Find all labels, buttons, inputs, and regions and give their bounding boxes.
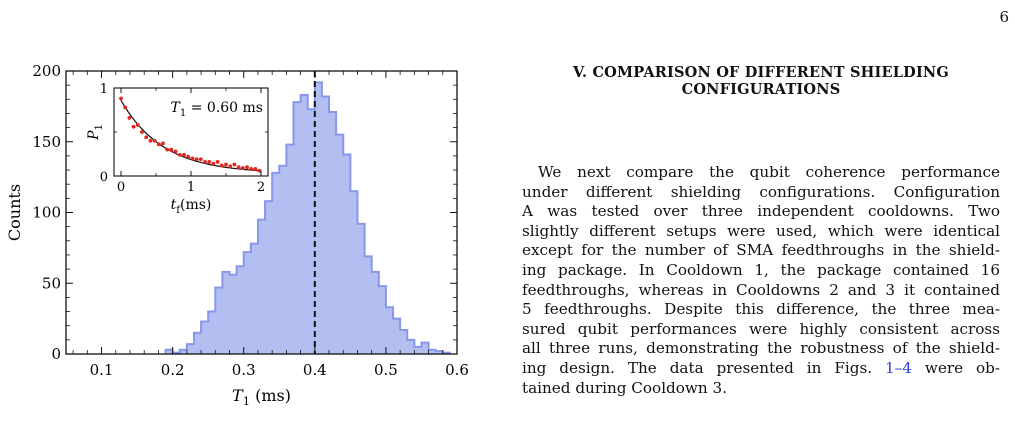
data-point	[161, 141, 165, 146]
data-point	[219, 163, 224, 168]
data-point	[148, 138, 153, 143]
text-line: all three runs, demonstrating the robust…	[522, 339, 1000, 358]
x-tick-label: 0.4	[303, 361, 327, 379]
data-point	[232, 162, 237, 167]
inset-y-tick-label: 0	[100, 170, 108, 185]
y-tick-label: 100	[32, 204, 61, 222]
text-line: ing design. The data presented in Figs. …	[522, 359, 1000, 379]
data-point	[245, 165, 249, 170]
data-point	[203, 160, 207, 164]
inset-x-tick-label: 1	[187, 180, 195, 195]
text-line: 5 feedthroughs. Despite this difference,…	[522, 300, 1000, 319]
text-line: A was tested over three independent cool…	[522, 202, 1000, 221]
y-tick-label: 50	[42, 274, 61, 292]
data-point	[135, 123, 140, 127]
x-tick-label: 0.1	[90, 361, 114, 379]
body-paragraph: We next compare the qubit coherence perf…	[522, 163, 1000, 398]
data-point	[152, 138, 157, 143]
text-line: We next compare the qubit coherence perf…	[538, 163, 1000, 181]
inset-x-tick-label: 0	[117, 180, 125, 195]
data-point	[127, 116, 132, 120]
data-point	[177, 152, 182, 157]
section-heading-line-1: V. COMPARISON OF DIFFERENT SHIELDING	[573, 64, 949, 81]
data-point	[249, 167, 254, 171]
text-fragment: ing design. The data presented in Figs.	[522, 358, 886, 377]
data-point	[144, 135, 149, 140]
text-line: slightly different setups were used, whi…	[522, 221, 1000, 240]
y-tick-label: 200	[32, 62, 61, 80]
t1-annotation: T1 = 0.60 ms	[171, 100, 263, 119]
y-axis-label: Counts	[5, 184, 24, 241]
data-point	[207, 160, 212, 164]
data-point	[240, 166, 245, 170]
data-point	[224, 162, 228, 167]
text-line: sured qubit performances were highly con…	[522, 319, 1000, 338]
inset-x-tick-label: 2	[257, 180, 265, 195]
data-point	[119, 96, 123, 101]
data-point	[165, 147, 170, 152]
text-line: under different shielding configurations…	[522, 182, 1000, 201]
text-line: ing package. In Cooldown 1, the package …	[522, 260, 1000, 279]
data-point	[194, 157, 199, 162]
x-tick-label: 0.3	[232, 361, 256, 379]
data-point	[182, 152, 186, 157]
data-point	[215, 160, 220, 164]
inset-frame	[113, 87, 269, 177]
data-point	[198, 157, 203, 162]
data-point	[131, 124, 136, 129]
data-point	[123, 105, 128, 110]
x-tick-label: 0.2	[161, 361, 185, 379]
inset-x-axis-label: tf(ms)	[171, 197, 212, 216]
histogram-outline	[164, 81, 451, 354]
data-point	[173, 149, 178, 154]
text-fragment: were ob-	[911, 358, 1000, 377]
y-tick-label: 0	[51, 345, 61, 363]
y-tick-label: 150	[32, 133, 61, 151]
data-point	[228, 164, 233, 169]
data-point	[253, 167, 258, 171]
x-tick-label: 0.5	[374, 361, 398, 379]
data-point	[211, 161, 216, 166]
section-heading-line-2: CONFIGURATIONS	[681, 81, 841, 98]
data-point	[190, 156, 195, 161]
data-point	[236, 165, 241, 170]
data-point	[156, 142, 161, 147]
page-number: 6	[999, 8, 1009, 26]
text-line: tained during Cooldown 3.	[522, 378, 728, 397]
figure-reference-link[interactable]: 1–4	[885, 358, 912, 377]
data-point	[186, 154, 191, 159]
text-line: feedthroughs, whereas in Cooldowns 2 and…	[522, 280, 1000, 299]
text-line: except for the number of SMA feedthrough…	[522, 241, 1000, 260]
x-axis-label: T1 (ms)	[232, 386, 291, 408]
inset-decay-chart: 0 1 2 0 1 tf(ms) P1 T1 = 0.60 ms	[86, 82, 269, 216]
data-point	[140, 130, 144, 134]
x-tick-label: 0.6	[445, 361, 469, 379]
inset-y-tick-label: 1	[100, 82, 108, 97]
data-point	[169, 147, 174, 152]
inset-y-axis-label: P1	[86, 124, 105, 141]
section-heading: V. COMPARISON OF DIFFERENT SHIELDING CON…	[522, 64, 1000, 98]
